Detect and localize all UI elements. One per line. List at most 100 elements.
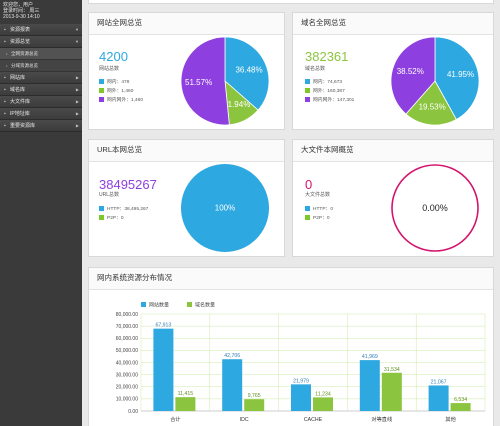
sidebar-item-2[interactable]: • 全网资源总览: [0, 48, 82, 60]
legend-swatch: [305, 88, 310, 93]
panel-title: 域名全网总览: [293, 13, 493, 35]
legend-swatch: [141, 302, 146, 307]
pie-slice-1: [405, 80, 457, 126]
data-label: 42,706: [224, 353, 240, 359]
x-tick-label: 其他: [445, 415, 455, 423]
nav-menu: ▪ 资源报表 ▼ ▪ 资源总览 ▼ • 全网资源总览 • 分域资源总览 ▪ 网站库 ▶ ▪ 域名库 ▶ ▪ 大文件…: [0, 24, 82, 132]
bigfile-legend: HTTP：0 P2P：0: [305, 205, 333, 223]
welcome-text: 欢迎您，用户: [3, 2, 34, 8]
legend-swatch: [187, 302, 192, 307]
sidebar-item-label: 资源报表: [10, 27, 31, 33]
bullet-icon: •: [6, 63, 8, 68]
y-tick-label: 50,000.00: [116, 348, 138, 354]
pie-slice-0: [434, 36, 480, 121]
y-tick-label: 10,000.00: [116, 397, 138, 403]
bar-1-0: [175, 397, 196, 411]
pie-label-0: 41.95%: [447, 70, 474, 79]
legend-swatch: [99, 206, 104, 211]
x-tick-label: IDC: [240, 417, 249, 423]
legend-item: HTTP：38,495,267: [99, 205, 148, 214]
legend-label: 网内：478: [107, 80, 130, 85]
website-total: 4200: [99, 49, 128, 64]
sidebar-item-3[interactable]: • 分域资源总览: [0, 60, 82, 72]
y-tick-label: 40,000.00: [116, 360, 138, 366]
bigfile-total-label: 大文件总数: [305, 192, 331, 198]
legend-item: 网外：1,460: [99, 87, 143, 96]
legend-label: P2P：0: [107, 216, 124, 221]
data-label: 21,067: [431, 379, 447, 385]
data-label: 11,415: [178, 391, 194, 397]
sidebar-item-7[interactable]: ▪ IP地址库 ▶: [0, 108, 82, 120]
legend-swatch: [305, 79, 310, 84]
y-tick-label: 30,000.00: [116, 372, 138, 378]
domain-total: 382361: [305, 49, 349, 64]
legend-swatch: [305, 206, 310, 211]
data-label: 9,765: [248, 393, 261, 399]
url-total-label: URL总数: [99, 192, 120, 198]
x-tick-label: 对等直线: [371, 415, 392, 423]
y-tick-label: 60,000.00: [116, 336, 138, 342]
legend-swatch: [99, 215, 104, 220]
x-tick-label: CACHE: [304, 417, 323, 423]
ring-label: 0.00%: [422, 203, 448, 213]
pie-slice-2: [180, 36, 230, 126]
website-legend: 网内：478 网外：1,460 网内网外：1,460: [99, 78, 143, 105]
sidebar-item-label: 分域资源总览: [11, 63, 38, 68]
chevron-right-icon: ▶: [75, 123, 79, 128]
sidebar-item-6[interactable]: ▪ 大文件库 ▶: [0, 96, 82, 108]
sidebar-item-label: IP地址库: [10, 111, 30, 117]
login-date: 2013-9-30 14:10: [3, 14, 40, 20]
data-label: 31,534: [384, 367, 400, 373]
pie-slice-0: [224, 36, 270, 111]
domain-total-label: 域名总数: [305, 66, 326, 72]
user-info: 欢迎您，用户 登录时间： 周三 2013-9-30 14:10: [0, 0, 82, 24]
sidebar-item-8[interactable]: ▪ 重要资源库 ▶: [0, 120, 82, 132]
menu-bullet-icon: ▪: [4, 39, 6, 45]
bullet-icon: •: [6, 51, 8, 56]
sidebar-item-1[interactable]: ▪ 资源总览 ▼: [0, 36, 82, 48]
y-tick-label: 0.00: [128, 409, 138, 415]
menu-bullet-icon: ▪: [4, 123, 6, 129]
sidebar-item-5[interactable]: ▪ 域名库 ▶: [0, 84, 82, 96]
ring-shape: [391, 164, 479, 252]
bigfile-total: 0: [305, 177, 313, 192]
bar-1-3: [381, 372, 402, 411]
legend-swatch: [99, 79, 104, 84]
menu-bullet-icon: ▪: [4, 75, 6, 81]
menu-bullet-icon: ▪: [4, 87, 6, 93]
bar-0-0: [153, 328, 174, 411]
bar-1-2: [313, 397, 333, 411]
legend-swatch: [305, 97, 310, 102]
bigfile-overview-panel: 大文件本网概览 0 大文件总数 HTTP：0 P2P：0 0.00%: [292, 139, 494, 257]
domain-overview-panel: 域名全网总览 382361 域名总数 网内：74,673 网外：160,387 网内…: [292, 12, 494, 130]
y-tick-label: 20,000.00: [116, 385, 138, 391]
url-total: 38495267: [99, 177, 157, 192]
sidebar-item-0[interactable]: ▪ 资源报表 ▼: [0, 24, 82, 36]
sidebar-item-label: 网站库: [10, 75, 26, 81]
x-tick-label: 合计: [170, 415, 180, 423]
website-overview-panel: 网站全网总览 4200 网站总数 网内：478 网外：1,460 网内网外：1,46…: [88, 12, 285, 130]
top-strip: [88, 0, 494, 4]
legend-label: 网内网外：147,301: [313, 98, 355, 103]
sidebar-item-label: 重要资源库: [10, 123, 36, 129]
legend-item: 网内：478: [99, 78, 143, 87]
bar-0-3: [359, 360, 380, 411]
pie-label-2: 51.57%: [185, 78, 212, 87]
sidebar-item-label: 大文件库: [10, 99, 31, 105]
pie-label-1: 19.53%: [419, 103, 446, 112]
data-label: 11,234: [315, 391, 331, 397]
legend-label: 网内：74,673: [313, 80, 343, 85]
url-legend: HTTP：38,495,267 P2P：0: [99, 205, 148, 223]
legend-label: 网站数量: [149, 302, 169, 309]
pie-label-0: 100%: [215, 204, 235, 213]
legend-item: P2P：0: [99, 214, 148, 223]
y-tick-label: 80,000.00: [116, 312, 138, 318]
panel-title: 大文件本网概览: [293, 140, 493, 162]
chevron-right-icon: ▶: [75, 99, 79, 104]
bar-1-4: [450, 403, 471, 411]
menu-bullet-icon: ▪: [4, 27, 6, 33]
data-label: 21,979: [293, 378, 309, 384]
website-total-label: 网站总数: [99, 66, 120, 72]
sidebar-item-4[interactable]: ▪ 网站库 ▶: [0, 72, 82, 84]
legend-item: 网内网外：1,460: [99, 96, 143, 105]
